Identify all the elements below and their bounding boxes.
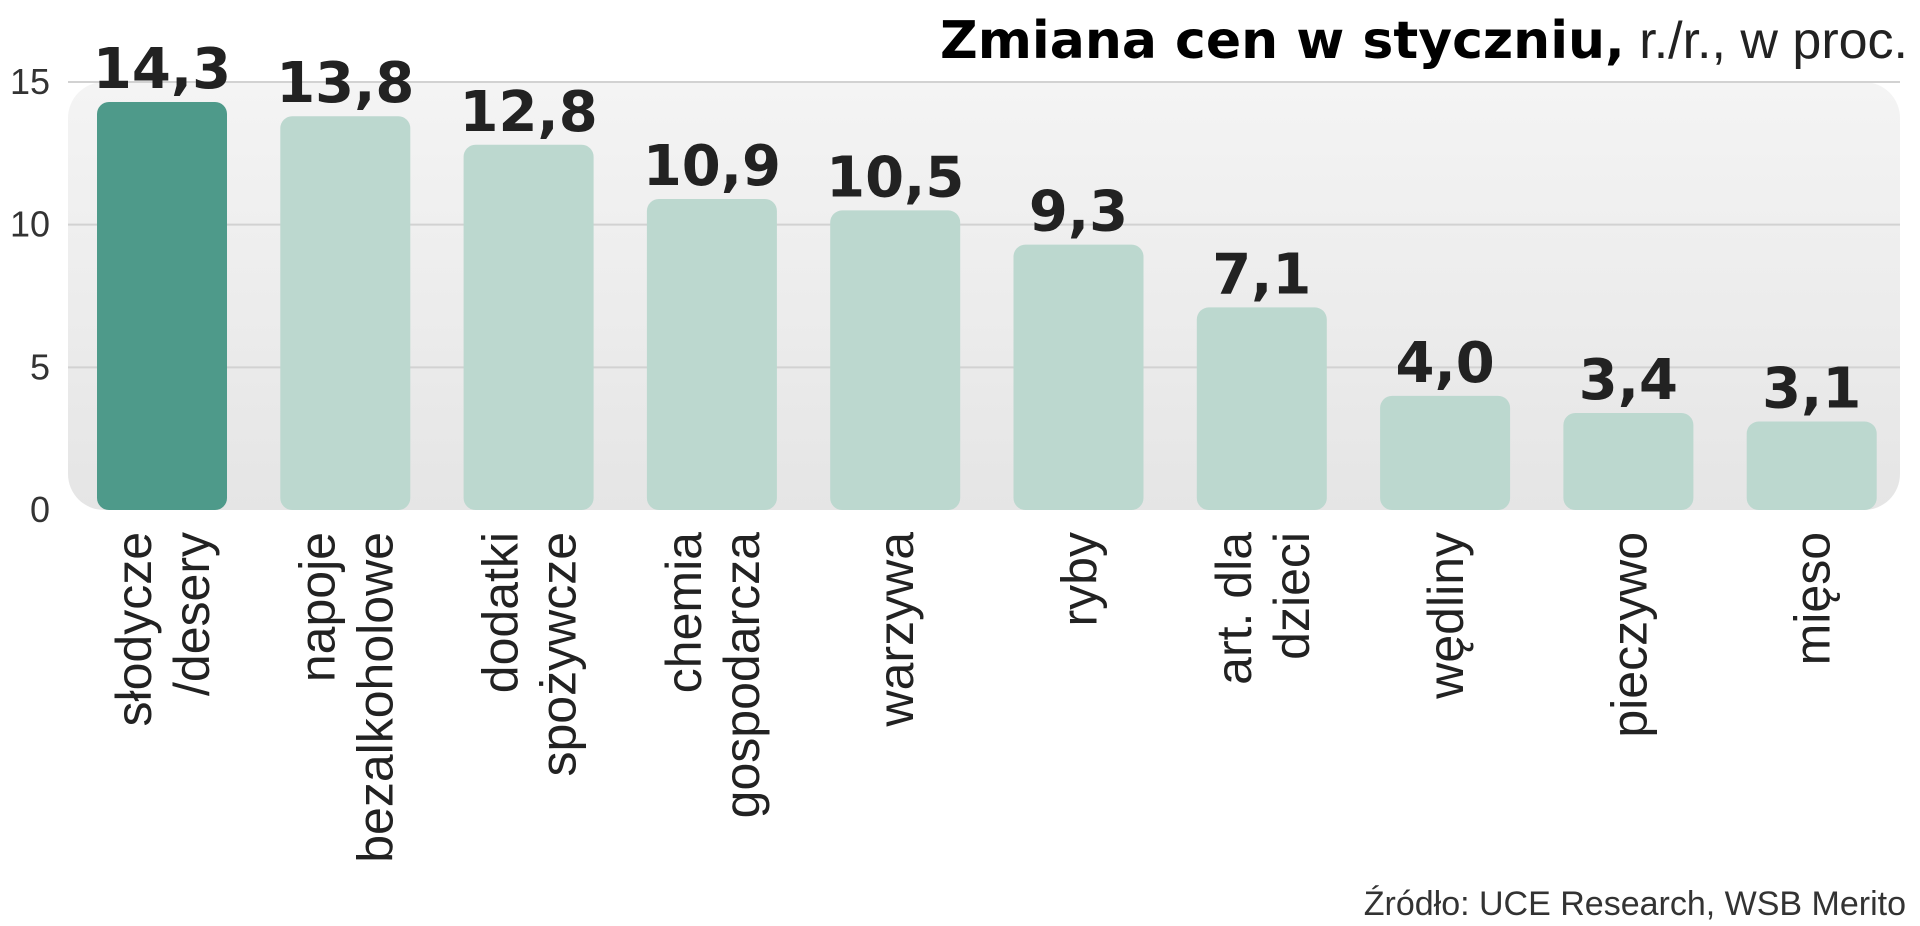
category-label: dodatki <box>473 532 529 693</box>
source-note: Źródło: UCE Research, WSB Merito <box>1364 885 1906 923</box>
chart-title: Zmiana cen w styczniu, r./r., w proc. <box>940 11 1908 71</box>
bar <box>1563 412 1694 510</box>
category-label: chemia <box>656 532 712 693</box>
category-label: dzieci <box>1264 532 1320 660</box>
data-label: 14,3 <box>93 37 231 102</box>
category-label: wędliny <box>1418 532 1474 700</box>
bar <box>646 198 777 510</box>
data-label: 3,1 <box>1762 357 1861 422</box>
y-tick-label: 15 <box>10 61 50 102</box>
data-label: 3,4 <box>1579 348 1678 413</box>
data-label: 13,8 <box>276 51 414 116</box>
data-labels: 14,3 13,8 12,8 10,9 10,5 9,3 7,1 4,0 3,4 3,1 <box>93 37 1861 422</box>
bar <box>463 144 594 511</box>
category-label: art. dla <box>1206 532 1262 685</box>
data-label: 12,8 <box>460 80 598 145</box>
y-axis: 0 5 10 15 <box>10 61 50 530</box>
data-label: 10,9 <box>643 134 781 199</box>
category-label: napoje <box>289 532 345 682</box>
data-label: 10,5 <box>826 145 964 210</box>
y-tick-label: 10 <box>10 204 50 245</box>
bar <box>97 101 227 511</box>
category-label: pieczywo <box>1601 532 1657 738</box>
category-label: bezalkoholowe <box>347 532 403 863</box>
chart-title-main: Zmiana cen w styczniu, <box>940 11 1625 71</box>
data-label: 4,0 <box>1395 331 1494 396</box>
bars <box>97 101 1877 511</box>
category-label: słodycze <box>106 532 162 727</box>
x-axis: słodycze/desery napoje bezalkoholowe dodatk… <box>106 532 1841 863</box>
bar <box>1013 244 1144 510</box>
bar <box>830 210 961 510</box>
chart-subtitle: r./r., w proc. <box>1639 12 1908 70</box>
category-label: ryby <box>1052 532 1108 626</box>
category-label: gospodarcza <box>714 532 770 818</box>
bar <box>280 116 411 511</box>
data-label: 7,1 <box>1212 242 1311 307</box>
category-label: warzywa <box>868 532 924 728</box>
bar <box>1746 421 1877 510</box>
category-label: mięso <box>1785 532 1841 665</box>
category-label: /desery <box>164 532 220 696</box>
y-tick-label: 5 <box>30 346 50 387</box>
data-label: 9,3 <box>1029 180 1128 245</box>
bar <box>1196 307 1327 510</box>
bar <box>1380 395 1511 510</box>
y-tick-label: 0 <box>30 489 50 530</box>
category-label: spożywcze <box>531 532 587 777</box>
